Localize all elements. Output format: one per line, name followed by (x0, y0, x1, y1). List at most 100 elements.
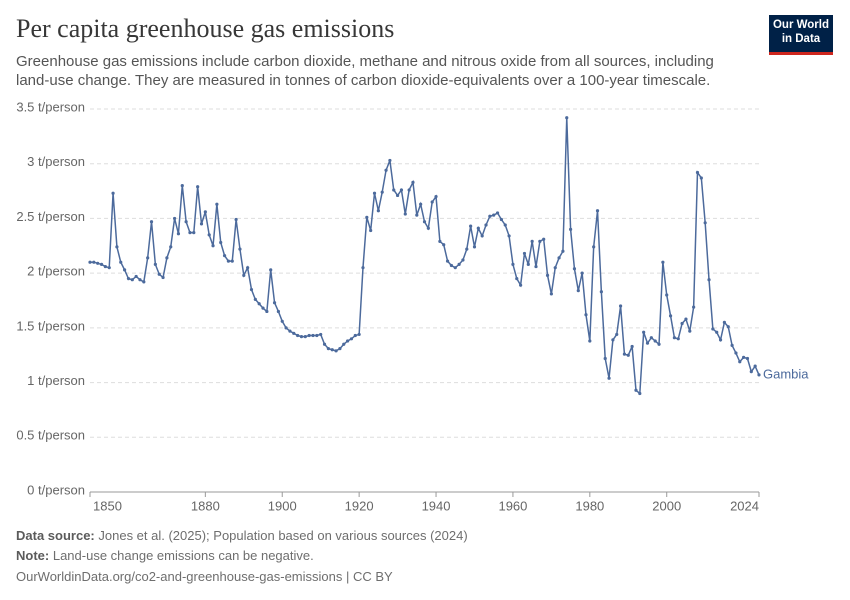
data-point (503, 223, 507, 227)
chart-title: Per capita greenhouse gas emissions (16, 14, 395, 43)
note-line: Note: Land-use change emissions can be n… (16, 548, 314, 563)
data-point (661, 260, 665, 264)
data-point (715, 330, 719, 334)
url[interactable]: OurWorldinData.org/co2-and-greenhouse-ga… (16, 569, 393, 584)
data-point (303, 335, 307, 339)
data-point (196, 185, 200, 189)
data-point (322, 342, 327, 346)
data-point (353, 333, 357, 338)
data-point (519, 283, 523, 287)
data-point (638, 391, 642, 396)
y-tick-label: 0 t/person (27, 482, 85, 497)
data-point (745, 356, 750, 361)
series-line (90, 117, 760, 396)
data-point (472, 245, 477, 249)
data-point (238, 247, 242, 251)
data-point (403, 212, 407, 216)
data-point (634, 388, 638, 392)
data-point (495, 211, 500, 215)
x-tick-label: 1940 (422, 498, 451, 513)
data-point (557, 256, 561, 260)
source-line: Data source: Jones et al. (2025); Popula… (16, 528, 468, 543)
y-tick-label: 1.5 t/person (16, 318, 85, 333)
data-point (246, 266, 250, 270)
data-point (269, 268, 273, 272)
data-point (445, 259, 450, 263)
series-label: Gambia (763, 366, 809, 381)
data-point (680, 321, 684, 326)
data-point (757, 373, 761, 377)
data-point (449, 263, 454, 268)
data-point (438, 239, 442, 244)
data-point (319, 332, 323, 337)
data-point (618, 304, 623, 308)
data-point (626, 353, 630, 357)
y-tick-label: 1 t/person (27, 373, 85, 388)
data-point (265, 309, 269, 314)
data-point (461, 258, 465, 262)
data-point (753, 364, 757, 368)
data-point (138, 278, 142, 282)
data-point (580, 271, 584, 275)
data-point (484, 223, 488, 227)
data-point (488, 214, 492, 218)
data-point (711, 327, 715, 331)
data-point (153, 262, 157, 266)
data-point (88, 260, 92, 264)
data-point (103, 264, 107, 269)
data-point (119, 260, 123, 264)
data-point (588, 339, 592, 343)
note-label: Note: (16, 548, 50, 563)
data-point (372, 191, 377, 195)
data-point (184, 220, 188, 224)
data-point (130, 278, 134, 282)
data-point (565, 116, 569, 120)
x-tick-label: 1900 (268, 498, 297, 513)
data-point (749, 370, 753, 374)
x-tick-label: 2000 (652, 498, 681, 513)
data-point (346, 339, 350, 343)
y-tick-label: 3.5 t/person (16, 99, 85, 114)
data-point (365, 215, 369, 219)
data-point (392, 188, 396, 192)
data-point (492, 213, 496, 217)
data-point (672, 336, 677, 340)
data-point (111, 191, 115, 195)
data-point (219, 240, 223, 245)
data-point (692, 305, 696, 309)
data-point (384, 168, 388, 172)
data-point (199, 222, 204, 226)
data-point (230, 259, 234, 263)
data-point (442, 243, 446, 247)
data-point (665, 293, 669, 297)
x-tick-label: 1920 (345, 498, 374, 513)
data-point (284, 326, 288, 330)
chart-subtitle: Greenhouse gas emissions include carbon … (16, 53, 714, 89)
data-point (203, 210, 207, 214)
note: Land-use change emissions can be negativ… (52, 548, 314, 563)
y-tick-label: 0.5 t/person (16, 428, 85, 443)
data-point (253, 297, 257, 302)
data-point (511, 262, 515, 266)
data-point (742, 355, 746, 360)
data-point (326, 347, 330, 351)
data-point (257, 302, 261, 306)
data-point (657, 342, 661, 346)
data-point (288, 329, 292, 333)
data-point (549, 292, 553, 296)
data-point (642, 330, 646, 334)
data-point (534, 264, 538, 269)
data-point (142, 280, 146, 284)
data-point (526, 262, 530, 266)
data-point (296, 333, 300, 338)
data-point (676, 337, 680, 341)
data-point (369, 228, 373, 233)
data-point (123, 268, 127, 272)
data-point (722, 320, 726, 324)
data-point (457, 262, 461, 266)
data-point (734, 351, 738, 355)
logo[interactable]: Our World in Data (769, 15, 833, 55)
data-point (172, 216, 177, 221)
data-point (157, 272, 161, 276)
data-point (146, 256, 150, 260)
